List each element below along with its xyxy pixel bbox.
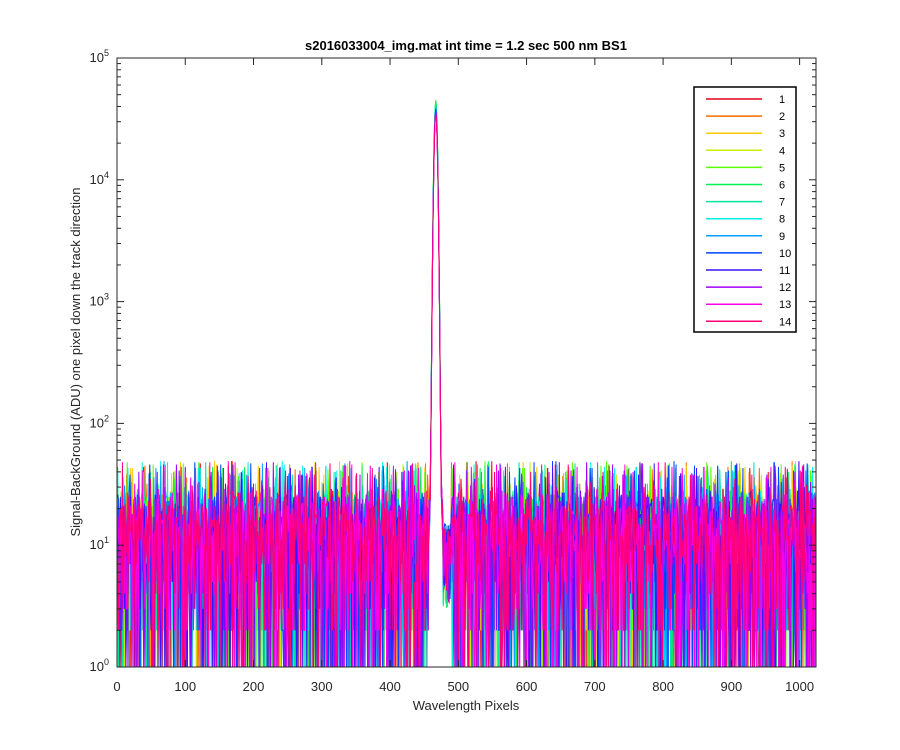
legend-label-4: 4 <box>779 145 785 157</box>
y-tick-label: 103 <box>90 292 109 309</box>
legend-label-10: 10 <box>779 248 791 260</box>
legend-label-11: 11 <box>779 265 790 277</box>
x-tick-label: 100 <box>174 679 196 694</box>
x-axis-label: Wavelength Pixels <box>413 698 520 713</box>
series-layer <box>117 100 817 668</box>
legend-label-12: 12 <box>779 282 791 294</box>
y-tick-exponent: 3 <box>104 292 109 302</box>
y-tick-label: 101 <box>90 535 109 552</box>
y-tick-exponent: 0 <box>104 657 109 667</box>
legend-label-3: 3 <box>779 128 785 140</box>
y-tick-label: 104 <box>90 170 109 187</box>
legend-label-1: 1 <box>779 94 785 106</box>
x-tick-label: 400 <box>379 679 401 694</box>
legend-label-2: 2 <box>779 111 785 123</box>
legend-label-7: 7 <box>779 197 785 209</box>
legend-label-8: 8 <box>779 214 785 226</box>
y-tick-exponent: 4 <box>104 170 109 180</box>
x-tick-label: 700 <box>584 679 606 694</box>
y-tick-exponent: 1 <box>104 535 109 545</box>
x-tick-label: 200 <box>243 679 265 694</box>
x-tick-label: 600 <box>516 679 538 694</box>
x-tick-label: 1000 <box>785 679 814 694</box>
legend-label-6: 6 <box>779 180 785 192</box>
x-axis: 0 100 200 300 400 500 600 700 800 900 1000 <box>113 58 814 694</box>
x-tick-label: 300 <box>311 679 333 694</box>
y-tick-exponent: 5 <box>104 48 109 58</box>
y-tick-label: 100 <box>90 657 109 674</box>
legend-label-5: 5 <box>779 162 785 174</box>
x-tick-label: 500 <box>447 679 469 694</box>
x-tick-label: 0 <box>113 679 120 694</box>
series-line-14 <box>117 114 817 668</box>
plot-frame <box>116 57 817 668</box>
y-tick-label: 105 <box>90 48 109 65</box>
chart-title: s2016033004_img.mat int time = 1.2 sec 5… <box>305 38 627 53</box>
y-tick-label: 102 <box>90 413 109 430</box>
legend-box <box>693 86 797 333</box>
legend-label-13: 13 <box>779 299 791 311</box>
x-tick-label: 900 <box>721 679 743 694</box>
x-tick-label: 800 <box>652 679 674 694</box>
legend-label-14: 14 <box>779 316 791 328</box>
y-axis-label: Signal-BackGround (ADU) one pixel down t… <box>68 187 83 536</box>
legend-label-9: 9 <box>779 231 785 243</box>
y-tick-exponent: 2 <box>104 413 109 423</box>
